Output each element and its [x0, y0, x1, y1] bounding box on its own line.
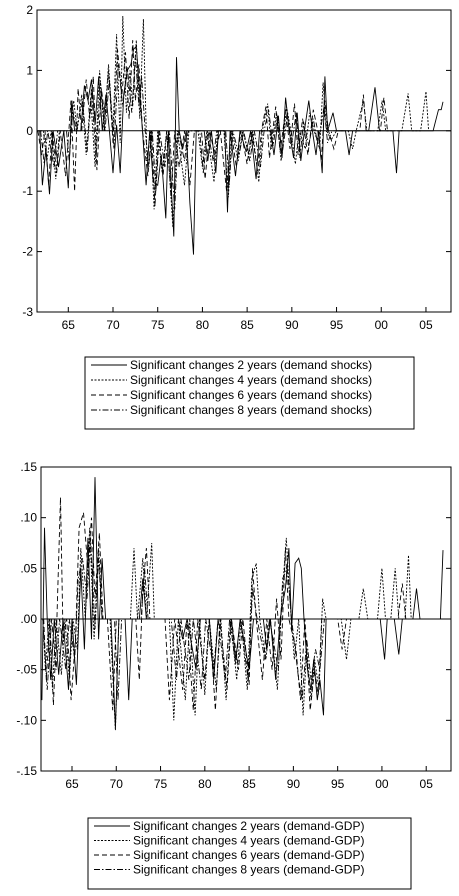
y-tick-label: -1	[22, 184, 33, 198]
legend-entry: Significant changes 8 years (demand-GDP)	[133, 863, 364, 877]
x-tick-label: 70	[106, 318, 120, 332]
y-tick-label: .15	[20, 460, 37, 474]
y-tick-label: -3	[22, 305, 33, 319]
y-tick-label: -.10	[16, 713, 37, 727]
legend-entry: Significant changes 2 years (demand shoc…	[130, 358, 372, 372]
plot-frame	[36, 9, 452, 313]
legend-entry: Significant changes 2 years (demand-GDP)	[133, 819, 364, 833]
series-line-2	[42, 15, 430, 228]
x-tick-label: 80	[196, 318, 210, 332]
series-line-2	[42, 527, 412, 731]
series-line-3	[43, 497, 407, 711]
x-tick-label: 80	[198, 777, 212, 791]
x-tick-label: 65	[65, 777, 79, 791]
y-tick-label: -2	[22, 245, 33, 259]
legend-entry: Significant changes 6 years (demand shoc…	[130, 388, 372, 402]
series-line-4	[40, 55, 338, 210]
series-line-4	[42, 537, 325, 701]
demand-shocks-chart: -3 -2 -1 0 1 2 65 70 75 80 85 90 95 00 05 Significant c…	[22, 3, 452, 430]
y-tick-label: 0	[26, 124, 33, 138]
series-line-1	[39, 45, 444, 255]
x-tick-label: 05	[419, 318, 433, 332]
legend-box	[87, 817, 412, 890]
x-tick-label: 85	[240, 318, 254, 332]
x-tick-label: 75	[151, 318, 165, 332]
legend-entry: Significant changes 6 years (demand-GDP)	[133, 848, 364, 862]
y-tick-label: -.15	[16, 764, 37, 778]
y-tick-label: 2	[26, 3, 33, 17]
y-tick-label: -.05	[16, 663, 37, 677]
x-tick-label: 00	[375, 777, 389, 791]
legend-entry: Significant changes 8 years (demand shoc…	[130, 403, 372, 417]
y-tick-label: .00	[20, 612, 37, 626]
x-tick-label: 95	[331, 777, 345, 791]
x-tick-label: 95	[330, 318, 344, 332]
demand-gdp-chart: -.15 -.10 -.05 .00 .05 .10 .15 65 70 75 80 85 90 95 00…	[16, 460, 452, 890]
x-tick-label: 90	[287, 777, 301, 791]
x-tick-label: 90	[285, 318, 299, 332]
x-tick-label: 70	[110, 777, 124, 791]
y-tick-label: .05	[20, 561, 37, 575]
x-tick-label: 05	[420, 777, 434, 791]
legend-entry: Significant changes 4 years (demand shoc…	[130, 373, 372, 387]
series-line-3	[37, 40, 388, 207]
x-tick-label: 85	[242, 777, 256, 791]
y-tick-label: 1	[26, 63, 33, 77]
legend-box	[84, 356, 415, 430]
x-tick-label: 75	[154, 777, 168, 791]
x-tick-label: 65	[62, 318, 76, 332]
legend-entry: Significant changes 4 years (demand-GDP)	[133, 834, 364, 848]
x-tick-label: 00	[375, 318, 389, 332]
y-tick-label: .10	[20, 511, 37, 525]
